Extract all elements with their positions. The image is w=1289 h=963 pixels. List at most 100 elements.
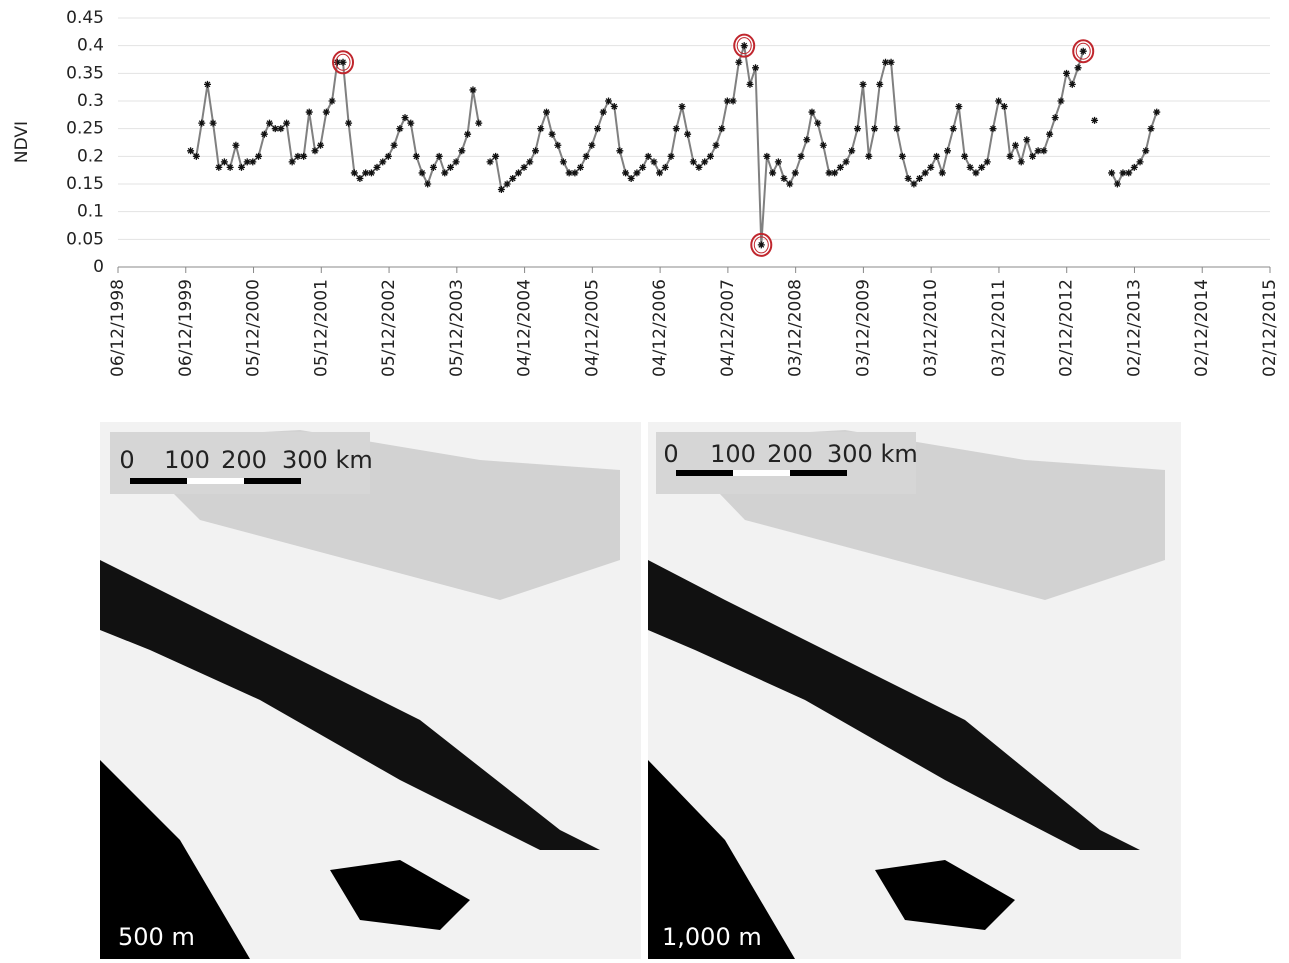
- marker: [938, 169, 946, 177]
- marker: [232, 141, 240, 149]
- map-panel: 0 100 200 300 km 500 m: [100, 422, 641, 959]
- scale-label: 100: [164, 446, 210, 474]
- marker: [848, 147, 856, 155]
- marker: [542, 108, 550, 116]
- y-tick-label: 0.2: [77, 146, 104, 166]
- marker: [192, 152, 200, 160]
- x-tick-label: 06/12/1998: [108, 279, 128, 377]
- x-tick-label: 05/12/2003: [447, 279, 467, 377]
- x-tick-label: 06/12/1999: [176, 279, 196, 377]
- marker: [1091, 116, 1099, 124]
- marker: [469, 86, 477, 94]
- marker: [1034, 147, 1042, 155]
- marker: [978, 163, 986, 171]
- marker: [933, 152, 941, 160]
- marker: [972, 169, 980, 177]
- marker: [1119, 169, 1127, 177]
- marker: [599, 108, 607, 116]
- marker: [486, 158, 494, 166]
- marker: [384, 152, 392, 160]
- marker: [1063, 69, 1071, 77]
- marker: [305, 108, 313, 116]
- scale-bar: [244, 478, 301, 484]
- scale-label: 0: [119, 446, 134, 474]
- marker: [537, 125, 545, 133]
- marker: [729, 97, 737, 105]
- scale-bar: [733, 470, 790, 476]
- marker: [718, 125, 726, 133]
- marker: [1040, 147, 1048, 155]
- marker: [1147, 125, 1155, 133]
- marker: [898, 152, 906, 160]
- marker: [356, 174, 364, 182]
- marker: [949, 125, 957, 133]
- scale-bar: [187, 478, 244, 484]
- marker: [328, 97, 336, 105]
- marker: [1108, 169, 1116, 177]
- marker: [1011, 141, 1019, 149]
- marker: [667, 152, 675, 160]
- highlight-ring: [733, 33, 756, 58]
- x-tick-label: 03/12/2009: [853, 279, 873, 377]
- marker: [808, 108, 816, 116]
- map-panel: 0 100 200 300 km 1,000 m: [648, 422, 1181, 959]
- x-tick-label: 02/12/2014: [1192, 279, 1212, 377]
- marker: [588, 141, 596, 149]
- marker: [786, 180, 794, 188]
- x-tick-label: 02/12/2012: [1057, 279, 1077, 377]
- marker: [876, 80, 884, 88]
- marker: [594, 125, 602, 133]
- sea: [100, 760, 250, 959]
- y-tick-label: 0.3: [77, 91, 104, 111]
- mountains: [648, 560, 1140, 850]
- marker: [740, 42, 748, 50]
- marker: [447, 163, 455, 171]
- marker: [684, 130, 692, 138]
- marker: [791, 169, 799, 177]
- x-tick-label: 03/12/2008: [786, 279, 806, 377]
- marker: [187, 147, 195, 155]
- marker: [294, 152, 302, 160]
- marker: [379, 158, 387, 166]
- marker: [825, 169, 833, 177]
- y-tick-label: 0.15: [66, 174, 104, 194]
- scale-label: 0: [663, 440, 678, 468]
- marker: [209, 119, 217, 127]
- marker: [656, 169, 664, 177]
- marker: [1136, 158, 1144, 166]
- marker: [311, 147, 319, 155]
- marker: [814, 119, 822, 127]
- marker: [831, 169, 839, 177]
- marker: [424, 180, 432, 188]
- marker: [1113, 180, 1121, 188]
- marker: [780, 174, 788, 182]
- marker: [865, 152, 873, 160]
- marker: [571, 169, 579, 177]
- patch: [875, 860, 1015, 930]
- marker: [497, 186, 505, 194]
- series-line: [189, 45, 1158, 245]
- x-tick-label: 05/12/2002: [379, 279, 399, 377]
- highlight-ring: [1072, 39, 1095, 64]
- marker: [220, 158, 228, 166]
- marker: [435, 152, 443, 160]
- marker: [300, 152, 308, 160]
- marker: [339, 58, 347, 66]
- x-tick-label: 02/12/2013: [1124, 279, 1144, 377]
- y-axis-label: NDVI: [12, 121, 32, 163]
- marker: [412, 152, 420, 160]
- marker: [966, 163, 974, 171]
- marker: [1000, 103, 1008, 111]
- marker: [921, 169, 929, 177]
- marker: [904, 174, 912, 182]
- x-tick-label: 03/12/2011: [989, 279, 1009, 377]
- marker: [429, 163, 437, 171]
- marker: [757, 241, 765, 249]
- marker: [882, 58, 890, 66]
- marker: [639, 163, 647, 171]
- y-tick-label: 0: [93, 257, 104, 277]
- x-tick-label: 04/12/2006: [650, 279, 670, 377]
- marker: [610, 103, 618, 111]
- sea: [648, 760, 795, 959]
